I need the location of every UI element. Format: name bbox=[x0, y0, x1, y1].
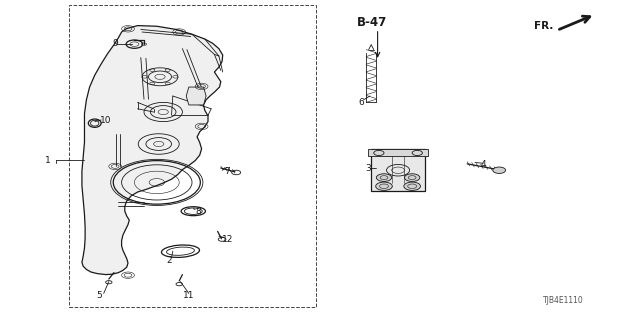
Text: 1: 1 bbox=[45, 156, 51, 164]
Text: 7: 7 bbox=[225, 167, 230, 176]
Circle shape bbox=[404, 174, 420, 181]
Bar bbox=[367, 149, 429, 156]
Circle shape bbox=[493, 167, 506, 173]
Circle shape bbox=[404, 182, 420, 190]
Text: 9: 9 bbox=[113, 39, 118, 48]
Text: 12: 12 bbox=[221, 236, 233, 244]
Text: 2: 2 bbox=[167, 256, 172, 265]
Polygon shape bbox=[82, 26, 223, 275]
Text: 8: 8 bbox=[196, 207, 201, 216]
Bar bbox=[69, 5, 316, 307]
Text: 10: 10 bbox=[100, 116, 111, 124]
Text: TJB4E1110: TJB4E1110 bbox=[543, 296, 584, 305]
Text: 5: 5 bbox=[97, 292, 102, 300]
Text: 6: 6 bbox=[359, 98, 364, 107]
Text: 11: 11 bbox=[183, 292, 195, 300]
Text: B-47: B-47 bbox=[357, 16, 388, 29]
Text: 3: 3 bbox=[365, 164, 371, 172]
Text: FR.: FR. bbox=[534, 20, 554, 31]
Text: 4: 4 bbox=[481, 160, 486, 169]
Bar bbox=[371, 149, 425, 191]
Circle shape bbox=[376, 182, 392, 190]
Circle shape bbox=[376, 174, 392, 181]
Polygon shape bbox=[186, 87, 206, 105]
